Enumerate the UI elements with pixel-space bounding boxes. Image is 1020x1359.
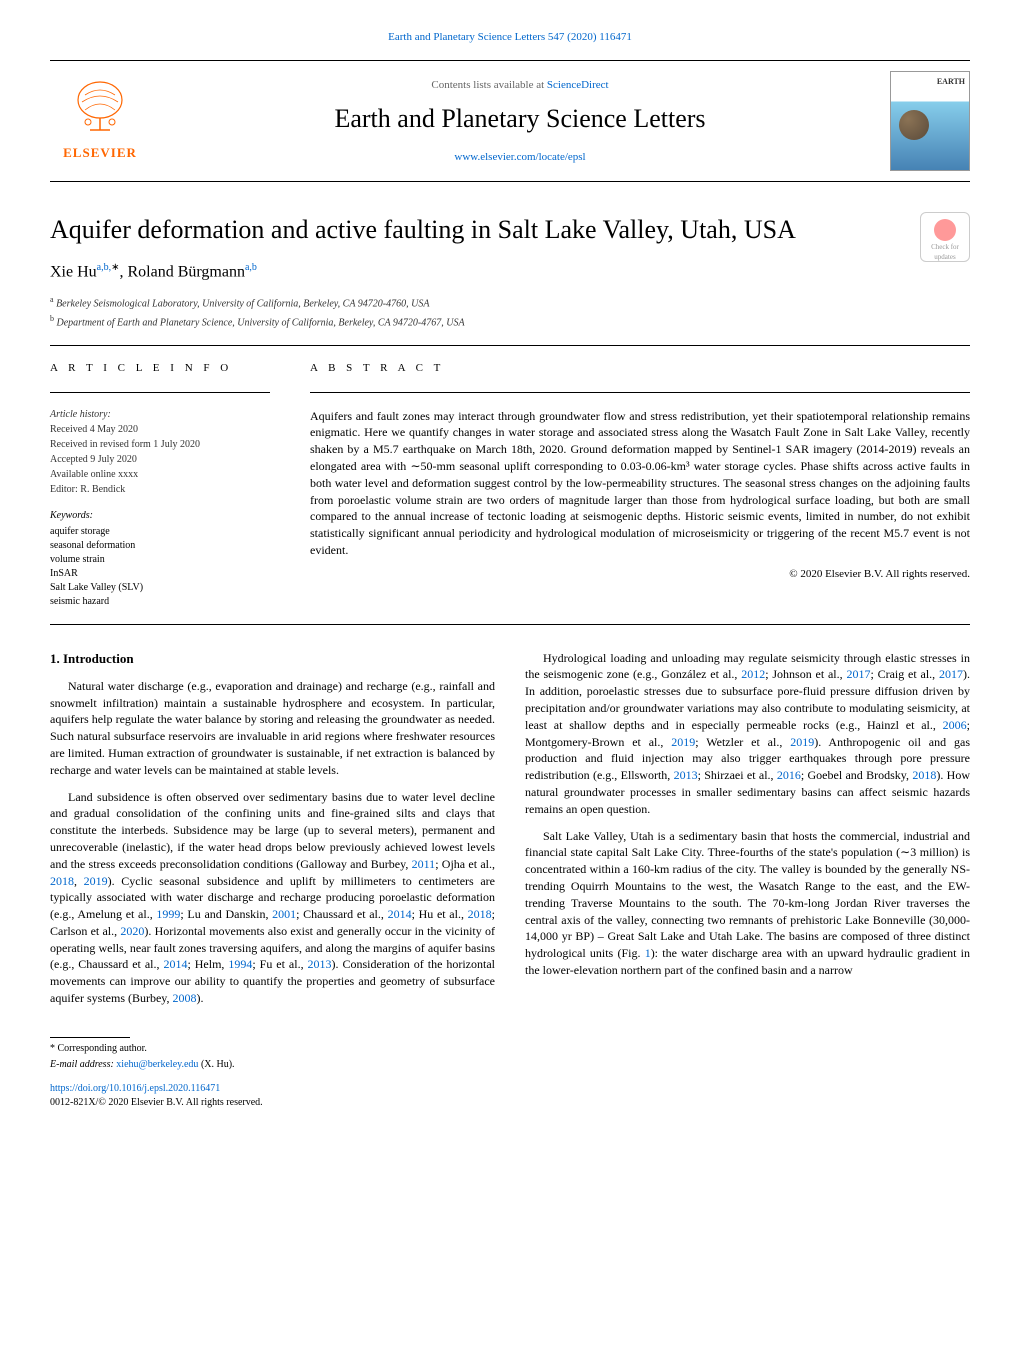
- accepted-date: Accepted 9 July 2020: [50, 453, 270, 467]
- citation-link[interactable]: 2018: [468, 907, 492, 921]
- abstract-block: A B S T R A C T Aquifers and fault zones…: [310, 361, 970, 608]
- citation-link[interactable]: 2018: [912, 768, 936, 782]
- body-paragraph: Natural water discharge (e.g., evaporati…: [50, 678, 495, 779]
- article-info-heading: A R T I C L E I N F O: [50, 361, 270, 376]
- citation-link[interactable]: 2019: [671, 735, 695, 749]
- citation-link[interactable]: 2006: [943, 718, 967, 732]
- keyword: volume strain: [50, 553, 270, 567]
- elsevier-logo[interactable]: ELSEVIER: [50, 80, 150, 162]
- footnote-rule: [50, 1037, 130, 1038]
- doi-link[interactable]: https://doi.org/10.1016/j.epsl.2020.1164…: [50, 1083, 220, 1094]
- page-footer: * Corresponding author. E-mail address: …: [50, 1037, 970, 1110]
- citation-link[interactable]: 2014: [388, 907, 412, 921]
- citation-link[interactable]: 2017: [846, 667, 870, 681]
- divider: [50, 624, 970, 625]
- citation-link[interactable]: 2020: [120, 924, 144, 938]
- citation-link[interactable]: 2017: [939, 667, 963, 681]
- affiliation-b: b Department of Earth and Planetary Scie…: [50, 313, 970, 330]
- keyword: InSAR: [50, 567, 270, 581]
- citation-link[interactable]: 2018: [50, 874, 74, 888]
- citation-link[interactable]: 2013: [308, 957, 332, 971]
- author-2[interactable]: Roland Bürgmann: [128, 263, 245, 280]
- check-updates-badge[interactable]: Check for updates: [920, 212, 970, 262]
- body-paragraph: Hydrological loading and unloading may r…: [525, 650, 970, 818]
- article-body: 1. Introduction Natural water discharge …: [50, 650, 970, 1007]
- history-label: Article history:: [50, 408, 270, 422]
- article-info-block: A R T I C L E I N F O Article history: R…: [50, 361, 270, 608]
- top-citation-link[interactable]: Earth and Planetary Science Letters 547 …: [50, 30, 970, 45]
- author-2-affiliations: a,b: [245, 262, 257, 273]
- affiliation-a: a Berkeley Seismological Laboratory, Uni…: [50, 294, 970, 311]
- authors-line: Xie Hua,b,∗, Roland Bürgmanna,b: [50, 261, 970, 284]
- star-icon: *: [50, 1043, 58, 1054]
- email-link[interactable]: xiehu@berkeley.edu: [116, 1059, 198, 1070]
- citation-link[interactable]: 1999: [156, 907, 180, 921]
- editor-name: Editor: R. Bendick: [50, 483, 270, 497]
- citation-link[interactable]: 2001: [272, 907, 296, 921]
- keyword: aquifer storage: [50, 525, 270, 539]
- intro-heading: 1. Introduction: [50, 650, 495, 668]
- body-paragraph: Land subsidence is often observed over s…: [50, 789, 495, 1007]
- doi-line: https://doi.org/10.1016/j.epsl.2020.1164…: [50, 1082, 970, 1096]
- email-line: E-mail address: xiehu@berkeley.edu (X. H…: [50, 1058, 970, 1072]
- issn-copyright: 0012-821X/© 2020 Elsevier B.V. All right…: [50, 1096, 970, 1110]
- elsevier-wordmark: ELSEVIER: [50, 144, 150, 162]
- crossmark-icon: [934, 219, 956, 241]
- citation-link[interactable]: 2008: [173, 991, 197, 1005]
- citation-link[interactable]: 2019: [790, 735, 814, 749]
- divider: [310, 392, 970, 393]
- header-center: Contents lists available at ScienceDirec…: [150, 78, 890, 165]
- keyword: seismic hazard: [50, 595, 270, 609]
- journal-cover-thumbnail[interactable]: [890, 71, 970, 171]
- revised-date: Received in revised form 1 July 2020: [50, 438, 270, 452]
- divider: [50, 392, 270, 393]
- keywords-list: aquifer storage seasonal deformation vol…: [50, 525, 270, 609]
- corresponding-star-icon: ∗: [111, 262, 119, 273]
- journal-homepage-link[interactable]: www.elsevier.com/locate/epsl: [150, 150, 890, 165]
- keyword: seasonal deformation: [50, 539, 270, 553]
- abstract-heading: A B S T R A C T: [310, 361, 970, 376]
- citation-link[interactable]: 2014: [163, 957, 187, 971]
- article-title: Aquifer deformation and active faulting …: [50, 212, 970, 248]
- sciencedirect-link[interactable]: ScienceDirect: [547, 79, 609, 91]
- journal-title: Earth and Planetary Science Letters: [150, 101, 890, 137]
- abstract-text: Aquifers and fault zones may interact th…: [310, 408, 970, 559]
- author-1[interactable]: Xie Hu: [50, 263, 97, 280]
- contents-available: Contents lists available at ScienceDirec…: [150, 78, 890, 93]
- received-date: Received 4 May 2020: [50, 423, 270, 437]
- citation-link[interactable]: 1994: [228, 957, 252, 971]
- divider: [50, 345, 970, 346]
- available-date: Available online xxxx: [50, 468, 270, 482]
- citation-link[interactable]: 2019: [84, 874, 108, 888]
- corresponding-author-note: * Corresponding author.: [50, 1042, 970, 1056]
- citation-link[interactable]: 2013: [674, 768, 698, 782]
- abstract-copyright: © 2020 Elsevier B.V. All rights reserved…: [310, 567, 970, 582]
- keyword: Salt Lake Valley (SLV): [50, 581, 270, 595]
- citation-link[interactable]: 2011: [412, 857, 436, 871]
- cover-planet-icon: [899, 110, 929, 140]
- journal-header: ELSEVIER Contents lists available at Sci…: [50, 60, 970, 182]
- citation-link[interactable]: 2012: [741, 667, 765, 681]
- body-paragraph: Salt Lake Valley, Utah is a sedimentary …: [525, 828, 970, 979]
- keywords-label: Keywords:: [50, 509, 270, 523]
- elsevier-tree-icon: [50, 80, 150, 144]
- author-1-affiliations: a,b,: [97, 262, 111, 273]
- citation-link[interactable]: 2016: [777, 768, 801, 782]
